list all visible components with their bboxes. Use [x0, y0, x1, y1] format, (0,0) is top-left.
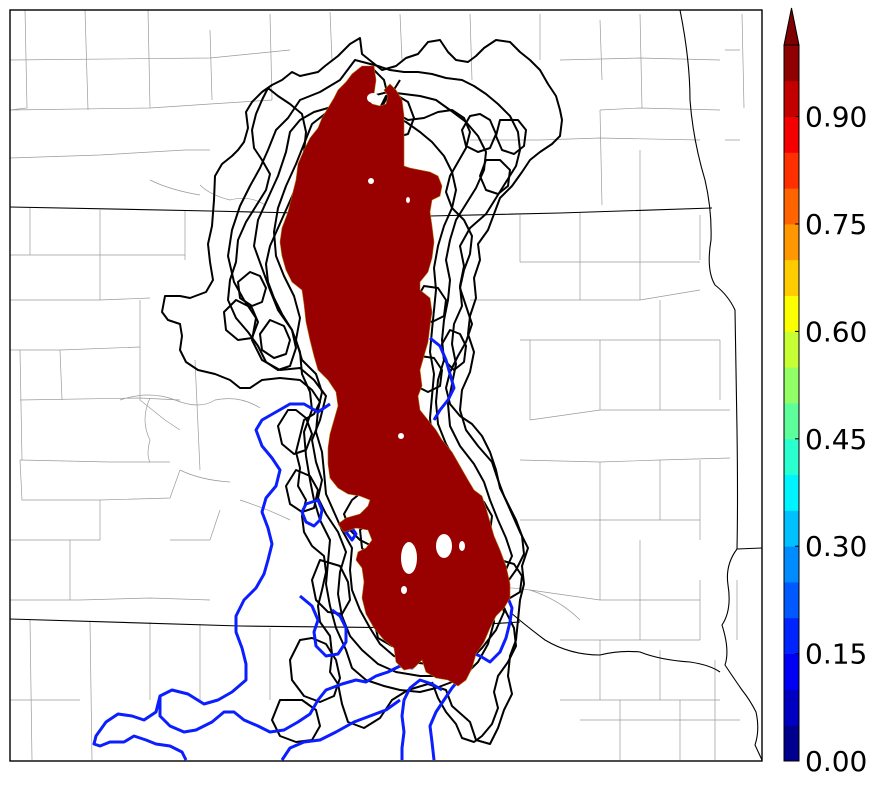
colorbar-segment	[784, 582, 799, 619]
colorbar-segment	[784, 188, 799, 225]
probability-region	[279, 65, 511, 687]
colorbar-segment	[784, 45, 799, 82]
colorbar-tick-label: 0.00	[805, 745, 867, 778]
colorbar-extend-arrow	[783, 7, 800, 46]
county-borders	[9, 9, 745, 761]
colorbar-segment	[784, 474, 799, 511]
colorbar-segment	[784, 403, 799, 440]
colorbar-segment	[784, 653, 799, 690]
map-border	[9, 9, 763, 762]
colorbar-tick-label: 0.45	[805, 423, 867, 456]
colorbar: 0.00 0.15 0.30 0.45 0.60 0.75 0.90	[783, 7, 867, 778]
colorbar-segment	[784, 438, 799, 475]
colorbar-tick-label: 0.75	[805, 208, 867, 241]
colorbar-segment	[784, 295, 799, 332]
colorbar-segment	[784, 510, 799, 547]
colorbar-segment	[784, 116, 799, 153]
colorbar-tick-label: 0.15	[805, 638, 867, 671]
colorbar-ticks: 0.00 0.15 0.30 0.45 0.60 0.75 0.90	[795, 101, 867, 778]
colorbar-segment	[784, 80, 799, 117]
colorbar-border	[783, 44, 800, 762]
colorbar-segment	[784, 331, 799, 368]
map-panel	[9, 9, 763, 762]
colorbar-segment	[784, 617, 799, 654]
colorbar-segments	[784, 45, 799, 762]
probability-fill-main	[279, 65, 511, 687]
colorbar-segment	[784, 259, 799, 296]
colorbar-tick-label: 0.60	[805, 315, 867, 348]
colorbar-segment	[784, 224, 799, 261]
colorbar-segment	[784, 152, 799, 189]
colorbar-tick-label: 0.90	[805, 101, 867, 134]
colorbar-segment	[784, 689, 799, 726]
colorbar-segment	[784, 546, 799, 583]
colorbar-tick-label: 0.30	[805, 530, 867, 563]
colorbar-segment	[784, 367, 799, 404]
probability-holes	[367, 93, 465, 594]
colorbar-segment	[784, 725, 799, 762]
